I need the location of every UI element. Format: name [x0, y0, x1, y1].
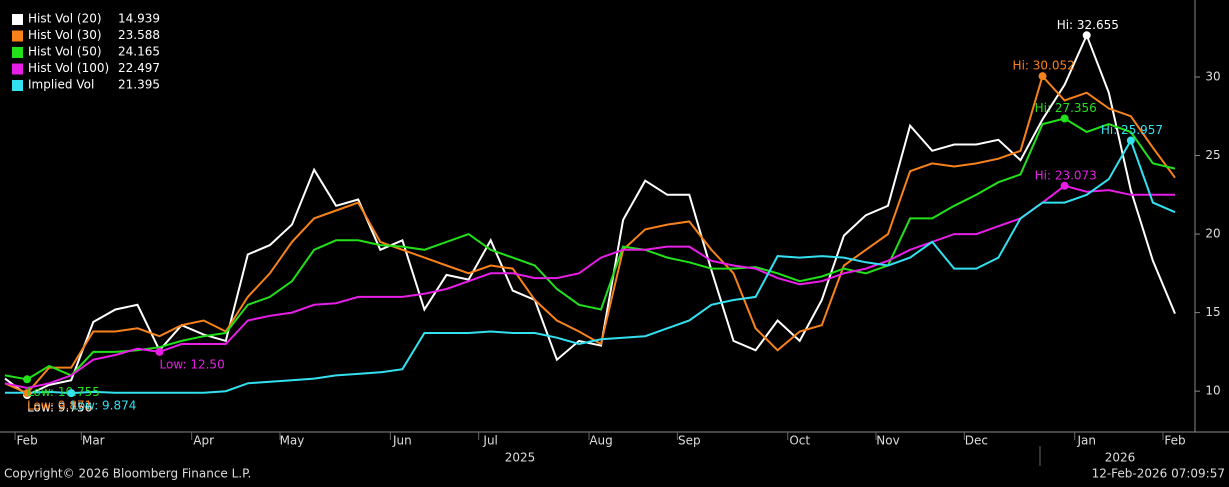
legend-swatch	[12, 30, 23, 42]
timestamp: 12-Feb-2026 07:09:57	[1092, 467, 1225, 481]
legend-swatch	[12, 63, 23, 75]
x-tick-label: Jul	[482, 434, 497, 448]
x-tick-label: Jan	[1076, 434, 1096, 448]
series-line	[4, 32, 1176, 397]
value-label: Hi: 23.073	[1035, 168, 1097, 182]
legend-value: 24.165	[118, 45, 160, 59]
extreme-marker	[1060, 114, 1069, 123]
x-tick-label: Feb	[1164, 434, 1185, 448]
y-tick-label: 10	[1205, 384, 1220, 398]
legend-label: Hist Vol (30)	[28, 28, 102, 42]
legend-swatch	[12, 47, 23, 58]
extreme-marker	[1082, 31, 1091, 40]
x-tick-label: Sep	[678, 434, 701, 448]
extreme-marker	[23, 375, 32, 384]
extreme-marker	[1060, 181, 1069, 190]
x-tick-label: Jun	[392, 434, 412, 448]
value-label: Hi: 27.356	[1035, 101, 1097, 115]
value-label: Low: 10.755	[27, 385, 100, 399]
copyright: Copyright© 2026 Bloomberg Finance L.P.	[4, 467, 251, 481]
x-tick-label: Apr	[193, 434, 214, 448]
series-line	[4, 117, 1176, 381]
x-group-label: 2025	[505, 451, 536, 465]
series-line	[5, 138, 1176, 395]
legend-label: Hist Vol (100)	[28, 61, 109, 75]
value-label: Hi: 25.957	[1101, 123, 1163, 137]
value-label: Low: 9.756	[27, 400, 92, 414]
legend-value: 23.588	[118, 28, 160, 42]
extreme-marker	[67, 389, 76, 398]
legend-label: Hist Vol (20)	[28, 12, 102, 26]
series-line	[4, 74, 1176, 395]
x-tick-label: Aug	[589, 434, 612, 448]
value-label: Hi: 30.052	[1013, 59, 1075, 73]
value-label: Low: 9.874	[71, 399, 136, 413]
x-tick-label: Oct	[789, 434, 810, 448]
extreme-marker	[23, 389, 32, 398]
legend-label: Implied Vol	[28, 78, 94, 92]
x-tick-label: Mar	[82, 434, 105, 448]
extreme-marker	[1038, 72, 1047, 81]
legend-value: 21.395	[118, 78, 160, 92]
legend-value: 14.939	[118, 12, 160, 26]
legend-swatch	[12, 80, 23, 91]
value-label: Low: 9.871	[27, 399, 92, 413]
extreme-marker	[1126, 136, 1135, 145]
x-tick-label: Feb	[16, 434, 37, 448]
value-label: Low: 12.50	[160, 357, 225, 371]
y-tick-label: 20	[1205, 227, 1220, 241]
legend-box	[6, 8, 168, 94]
legend-swatch	[12, 14, 23, 25]
legend-value: 22.497	[118, 61, 160, 75]
legend-label: Hist Vol (50)	[28, 45, 102, 59]
y-tick-label: 15	[1205, 305, 1220, 319]
series-line	[4, 184, 1175, 390]
x-tick-label: Nov	[876, 434, 899, 448]
x-tick-label: May	[280, 434, 305, 448]
extreme-marker	[155, 347, 164, 356]
y-tick-label: 25	[1205, 148, 1220, 162]
x-tick-label: Dec	[965, 434, 988, 448]
value-label: Hi: 32.655	[1057, 18, 1119, 32]
y-tick-label: 30	[1205, 69, 1220, 83]
x-group-label: 2026	[1105, 451, 1136, 465]
